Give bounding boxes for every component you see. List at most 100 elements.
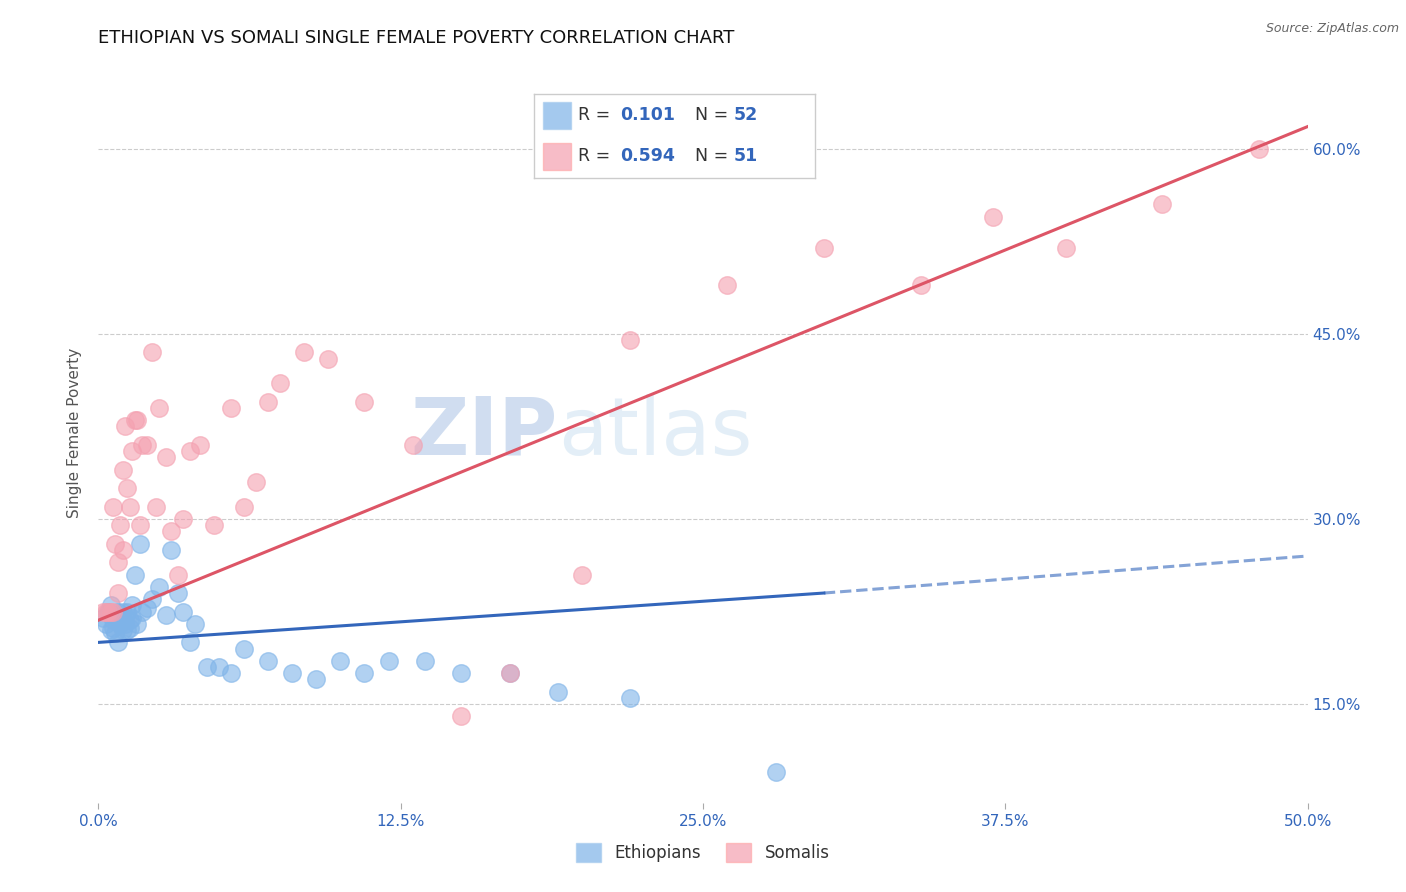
Point bbox=[245, 475, 267, 489]
Point bbox=[127, 413, 149, 427]
Point bbox=[97, 605, 120, 619]
Text: atlas: atlas bbox=[558, 393, 752, 472]
Point bbox=[155, 450, 177, 465]
Point bbox=[135, 600, 157, 615]
Point bbox=[104, 608, 127, 623]
Point bbox=[108, 613, 131, 627]
Point bbox=[292, 345, 315, 359]
Point bbox=[160, 542, 183, 557]
Point bbox=[281, 666, 304, 681]
Point bbox=[118, 621, 141, 635]
Text: 0.101: 0.101 bbox=[620, 106, 675, 124]
Point bbox=[117, 623, 139, 637]
Point bbox=[498, 666, 520, 681]
Text: Source: ZipAtlas.com: Source: ZipAtlas.com bbox=[1265, 22, 1399, 36]
Y-axis label: Single Female Poverty: Single Female Poverty bbox=[67, 348, 83, 517]
Point bbox=[413, 654, 436, 668]
Point bbox=[131, 438, 153, 452]
Point bbox=[121, 610, 143, 624]
Point bbox=[167, 567, 190, 582]
Point bbox=[121, 599, 143, 613]
Point bbox=[117, 605, 139, 619]
Point bbox=[195, 660, 218, 674]
Legend: Ethiopians, Somalis: Ethiopians, Somalis bbox=[569, 836, 837, 869]
Point bbox=[716, 277, 738, 292]
Point bbox=[124, 413, 146, 427]
Point bbox=[108, 518, 131, 533]
Point bbox=[981, 210, 1004, 224]
Text: N =: N = bbox=[695, 147, 734, 165]
Point bbox=[108, 616, 131, 631]
Point bbox=[117, 481, 139, 495]
Point bbox=[97, 605, 120, 619]
Point bbox=[208, 660, 231, 674]
Point bbox=[107, 635, 129, 649]
Text: N =: N = bbox=[695, 106, 734, 124]
Point bbox=[91, 610, 114, 624]
Point bbox=[1249, 142, 1271, 156]
Point bbox=[316, 351, 339, 366]
Point bbox=[100, 623, 122, 637]
Point bbox=[1152, 197, 1174, 211]
Point bbox=[114, 419, 136, 434]
Point bbox=[188, 438, 211, 452]
Point bbox=[101, 613, 124, 627]
Point bbox=[377, 654, 399, 668]
Point bbox=[547, 685, 569, 699]
Point bbox=[111, 623, 134, 637]
Point bbox=[104, 536, 127, 550]
Point bbox=[148, 401, 170, 415]
Point bbox=[101, 605, 124, 619]
Point bbox=[269, 376, 291, 391]
Point bbox=[127, 616, 149, 631]
Point bbox=[232, 500, 254, 514]
Point bbox=[155, 608, 177, 623]
Point bbox=[111, 542, 134, 557]
Point bbox=[94, 605, 117, 619]
Point bbox=[765, 764, 787, 779]
Point bbox=[184, 616, 207, 631]
Point bbox=[179, 635, 201, 649]
Point bbox=[135, 438, 157, 452]
Point bbox=[131, 605, 153, 619]
Point bbox=[619, 690, 641, 705]
Point bbox=[172, 512, 194, 526]
Point bbox=[128, 536, 150, 550]
Point bbox=[402, 438, 425, 452]
Point bbox=[353, 394, 375, 409]
Point bbox=[305, 673, 328, 687]
Point bbox=[107, 555, 129, 569]
Point bbox=[104, 625, 127, 640]
Point bbox=[101, 500, 124, 514]
Text: R =: R = bbox=[578, 106, 616, 124]
Point bbox=[148, 580, 170, 594]
Point bbox=[107, 605, 129, 619]
Point bbox=[204, 518, 226, 533]
Point bbox=[813, 240, 835, 255]
Text: ZIP: ZIP bbox=[411, 393, 558, 472]
Point bbox=[118, 613, 141, 627]
Point bbox=[256, 394, 278, 409]
Point bbox=[111, 605, 134, 619]
Point bbox=[141, 345, 163, 359]
Point bbox=[111, 462, 134, 476]
Point bbox=[145, 500, 167, 514]
FancyBboxPatch shape bbox=[543, 143, 571, 169]
Text: 0.594: 0.594 bbox=[620, 147, 675, 165]
Point bbox=[450, 709, 472, 723]
Point bbox=[118, 500, 141, 514]
Point bbox=[160, 524, 183, 539]
Point bbox=[571, 567, 593, 582]
FancyBboxPatch shape bbox=[543, 103, 571, 129]
Point bbox=[107, 586, 129, 600]
Point bbox=[498, 666, 520, 681]
Point bbox=[167, 586, 190, 600]
Point bbox=[100, 599, 122, 613]
Point bbox=[221, 666, 243, 681]
Point bbox=[91, 605, 114, 619]
Point bbox=[179, 444, 201, 458]
Point bbox=[619, 333, 641, 347]
Point bbox=[141, 592, 163, 607]
Text: R =: R = bbox=[578, 147, 616, 165]
Point bbox=[114, 616, 136, 631]
